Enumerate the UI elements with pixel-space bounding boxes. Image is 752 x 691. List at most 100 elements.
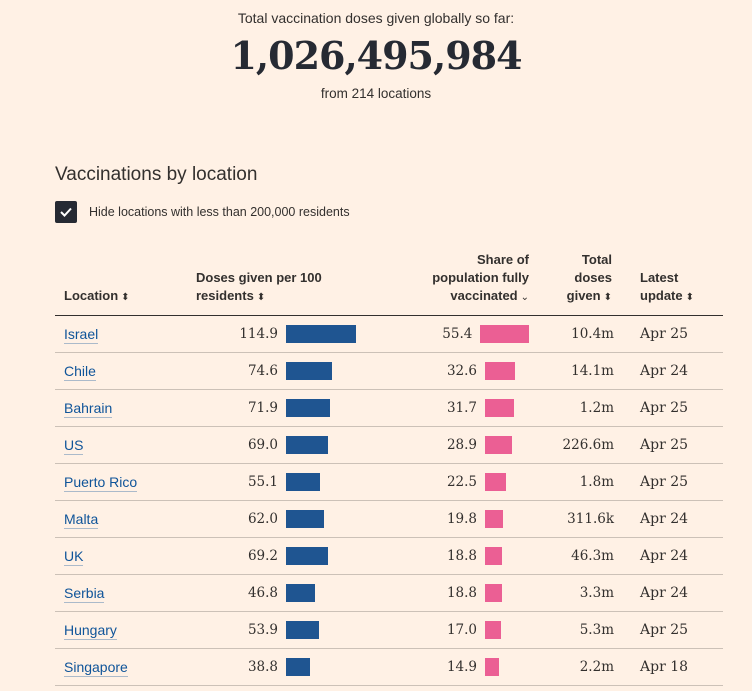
column-header-total-doses[interactable]: Total doses given ⬍ [529, 251, 618, 316]
global-dose-total: 1,026,495,984 [230, 33, 522, 78]
share-cell: 18.8 [393, 574, 529, 612]
location-header-label: Location [64, 288, 119, 303]
latest-update-value: Apr 24 [618, 574, 723, 612]
section-title: Vaccinations by location [55, 164, 258, 185]
checkmark-icon [60, 207, 72, 217]
share-cell: 28.9 [393, 426, 529, 464]
location-link[interactable]: Chile [64, 363, 96, 381]
doses-value: 46.8 [247, 585, 278, 601]
location-link[interactable]: Bahrain [64, 400, 113, 418]
table-header-row: Location ⬍ Doses given per 100 residents ⬍… [55, 251, 723, 316]
summary-label: Total vaccination doses given globally s… [237, 10, 515, 26]
share-value: 19.8 [446, 511, 477, 527]
hide-small-locations-checkbox[interactable] [55, 201, 77, 223]
location-link[interactable]: Serbia [64, 585, 105, 603]
location-link[interactable]: Puerto Rico [64, 474, 138, 492]
share-value: 14.9 [446, 659, 477, 675]
share-cell: 14.9 [393, 648, 529, 686]
total-doses-value: 2.2m [529, 648, 618, 686]
latest-update-value: Apr 25 [618, 611, 723, 649]
share-bar [485, 658, 499, 676]
share-cell: 55.4 [393, 315, 529, 353]
update-header-line2: update [640, 288, 683, 303]
total-doses-value: 1.8m [529, 463, 618, 501]
share-value: 31.7 [446, 400, 477, 416]
location-cell: UK [55, 537, 174, 575]
table-row: Puerto Rico 55.1 22.5 1.8m Apr 25 [55, 463, 723, 501]
location-link[interactable]: UK [64, 548, 84, 566]
location-cell: Puerto Rico [55, 463, 174, 501]
vaccinations-table: Location ⬍ Doses given per 100 residents ⬍… [55, 251, 723, 686]
share-header-line3: vaccinated [450, 288, 518, 303]
doses-cell: 74.6 [174, 352, 393, 390]
doses-value: 53.9 [247, 622, 278, 638]
total-doses-value: 14.1m [529, 352, 618, 390]
share-bar [485, 473, 506, 491]
sort-icon: ⬍ [256, 292, 266, 303]
filter-label[interactable]: Hide locations with less than 200,000 re… [89, 205, 350, 219]
share-cell: 31.7 [393, 389, 529, 427]
doses-bar [286, 547, 329, 565]
doses-bar [286, 362, 332, 380]
share-value: 17.0 [446, 622, 477, 638]
column-header-latest-update[interactable]: Latest update ⬍ [618, 251, 723, 316]
sort-descending-icon: ⌄ [520, 292, 529, 303]
total-doses-value: 311.6k [529, 500, 618, 538]
location-link[interactable]: Israel [64, 326, 99, 344]
doses-bar [286, 584, 315, 602]
location-cell: Hungary [55, 611, 174, 649]
doses-bar [286, 621, 319, 639]
location-link[interactable]: Malta [64, 511, 99, 529]
sort-icon: ⬍ [685, 292, 695, 303]
doses-bar [286, 399, 330, 417]
share-value: 55.4 [442, 326, 473, 342]
location-link[interactable]: US [64, 437, 84, 455]
share-header-line1: Share of [476, 252, 529, 267]
share-bar [485, 510, 504, 528]
latest-update-value: Apr 24 [618, 537, 723, 575]
doses-bar [286, 436, 329, 454]
location-cell: Bahrain [55, 389, 174, 427]
location-link[interactable]: Hungary [64, 622, 117, 640]
share-value: 18.8 [446, 585, 477, 601]
location-cell: Israel [55, 315, 174, 353]
doses-header-line1: Doses given per 100 [196, 270, 322, 285]
doses-value: 55.1 [247, 474, 278, 490]
share-bar [480, 325, 529, 343]
global-summary: Total vaccination doses given globally s… [0, 8, 752, 104]
table-row: Chile 74.6 32.6 14.1m Apr 24 [55, 352, 723, 390]
doses-cell: 62.0 [174, 500, 393, 538]
table-row: Israel 114.9 55.4 10.4m Apr 25 [55, 315, 723, 353]
table-body: Israel 114.9 55.4 10.4m Apr 25 Chile 74.6 32.6 1… [55, 315, 723, 686]
location-cell: Malta [55, 500, 174, 538]
table-row: Serbia 46.8 18.8 3.3m Apr 24 [55, 574, 723, 612]
doses-header-line2: residents [196, 288, 254, 303]
column-header-share-fully-vaccinated[interactable]: Share of population fully vaccinated ⌄ [393, 251, 529, 316]
latest-update-value: Apr 25 [618, 389, 723, 427]
table-row: Malta 62.0 19.8 311.6k Apr 24 [55, 500, 723, 538]
column-header-location[interactable]: Location ⬍ [55, 251, 174, 316]
location-link[interactable]: Singapore [64, 659, 128, 677]
doses-value: 74.6 [247, 363, 278, 379]
doses-cell: 38.8 [174, 648, 393, 686]
share-cell: 32.6 [393, 352, 529, 390]
update-header-line1: Latest [640, 270, 679, 285]
location-cell: US [55, 426, 174, 464]
doses-cell: 114.9 [174, 315, 393, 353]
doses-value: 69.2 [247, 548, 278, 564]
share-value: 18.8 [446, 548, 477, 564]
table-row: Hungary 53.9 17.0 5.3m Apr 25 [55, 611, 723, 649]
total-doses-value: 10.4m [529, 315, 618, 353]
latest-update-value: Apr 24 [618, 500, 723, 538]
total-header-line3: given [566, 288, 601, 303]
column-header-doses-per-100[interactable]: Doses given per 100 residents ⬍ [174, 251, 393, 316]
share-cell: 22.5 [393, 463, 529, 501]
doses-value: 69.0 [247, 437, 278, 453]
total-header-line2: doses [574, 270, 612, 285]
doses-cell: 55.1 [174, 463, 393, 501]
share-value: 22.5 [446, 474, 477, 490]
table-row: Singapore 38.8 14.9 2.2m Apr 18 [55, 648, 723, 686]
location-cell: Singapore [55, 648, 174, 686]
total-doses-value: 46.3m [529, 537, 618, 575]
total-header-line1: Total [581, 252, 612, 267]
